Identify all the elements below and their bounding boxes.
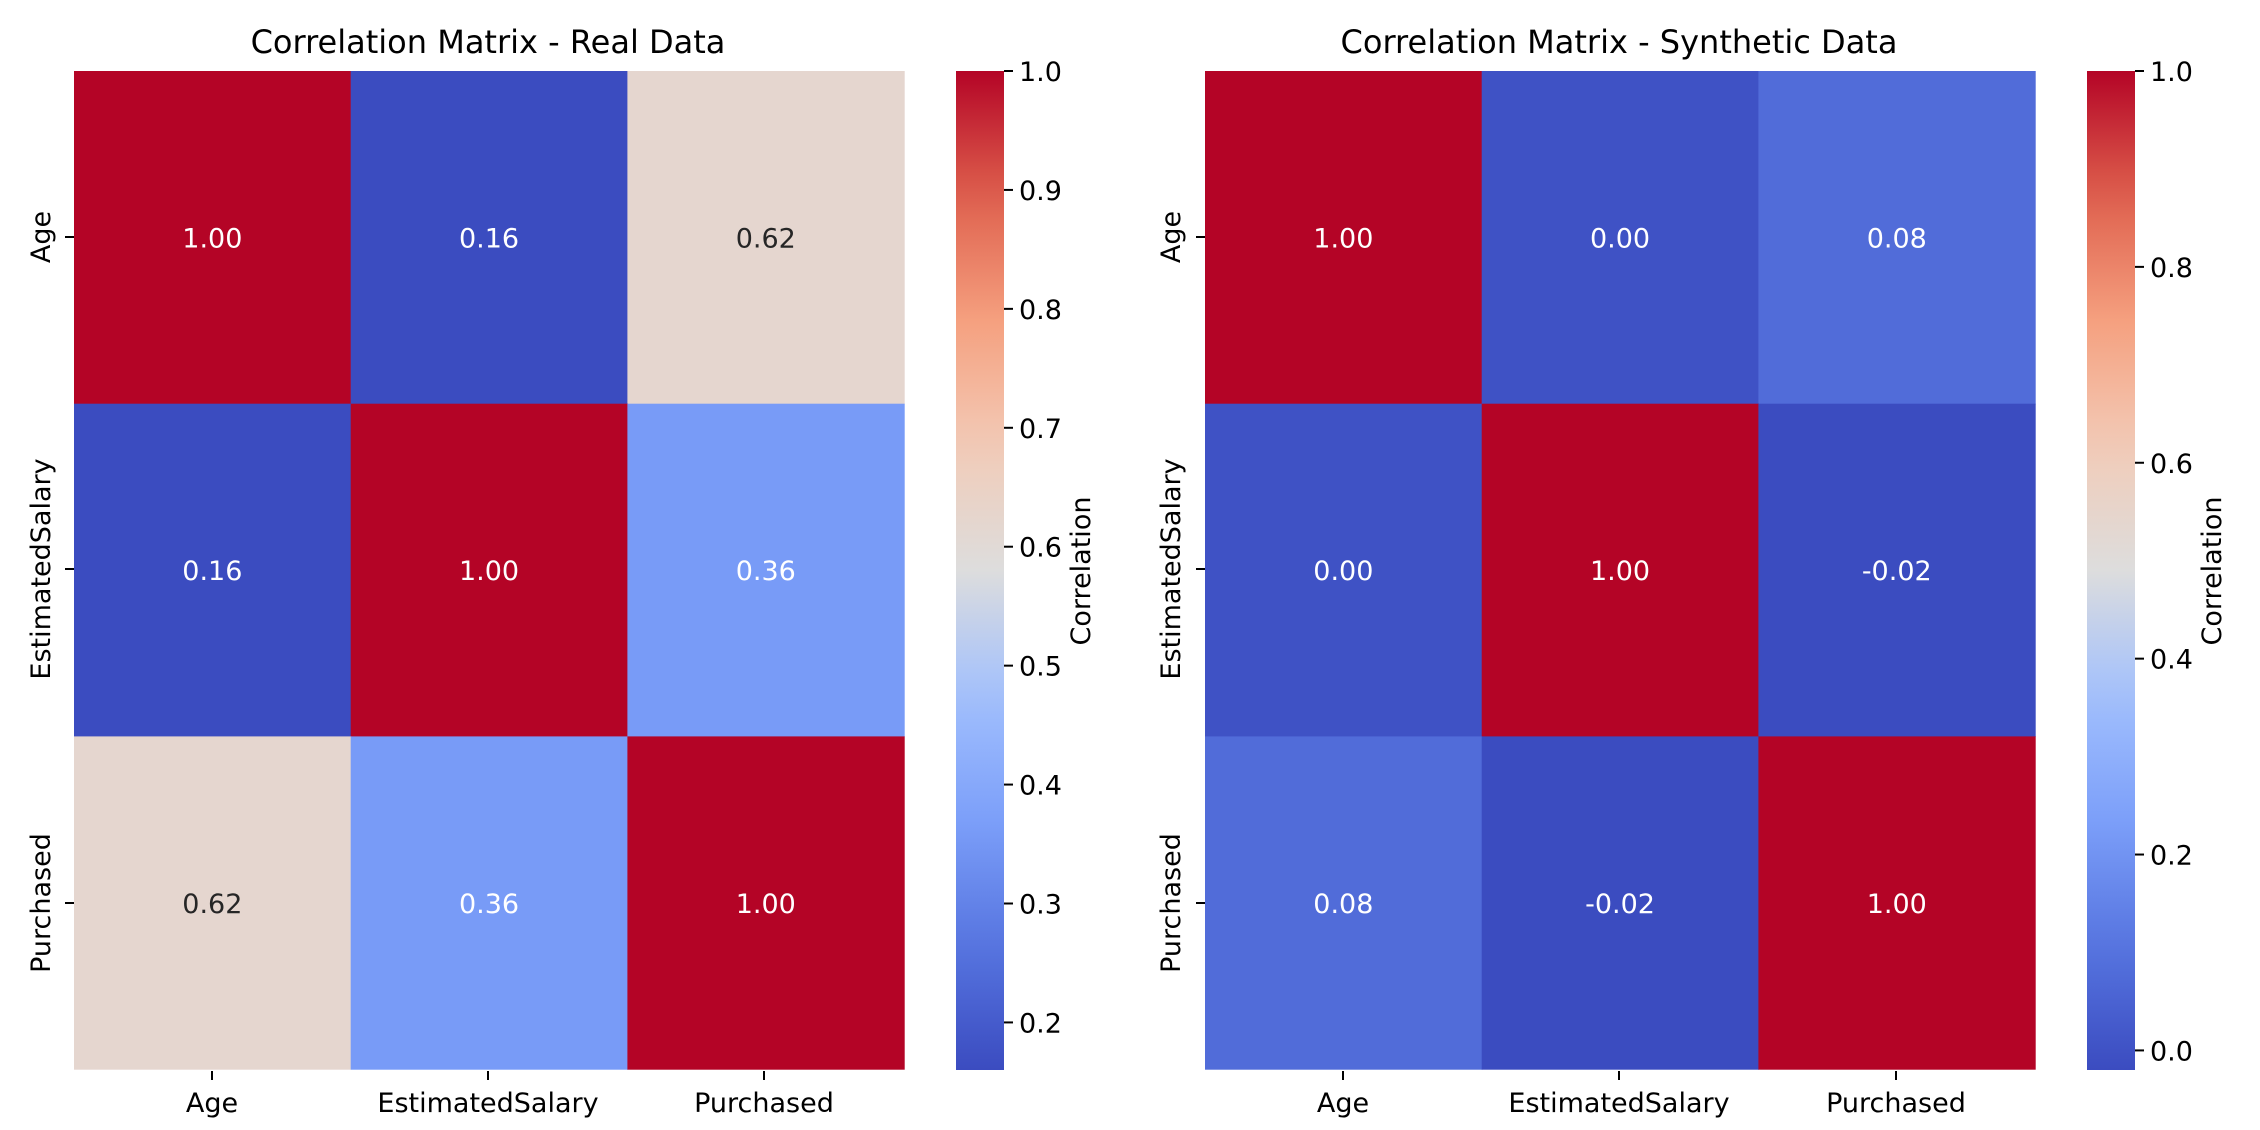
heatmap-cell — [1758, 71, 2036, 405]
y-tick-label: Age — [1156, 211, 1187, 263]
colorbar-tick-label: 0.4 — [1019, 771, 1062, 802]
cell-value-label: 0.36 — [736, 556, 796, 587]
heatmap-cell — [74, 736, 352, 1070]
y-tick-label: Purchased — [26, 833, 57, 973]
heatmap-cell — [1205, 71, 1483, 405]
cell-value-label: 1.00 — [1313, 223, 1373, 254]
heatmap-cell — [627, 736, 905, 1070]
colorbar-tick-label: 0.8 — [1019, 295, 1062, 326]
cell-value-label: 0.08 — [1867, 223, 1927, 254]
x-tick-label: Age — [186, 1088, 238, 1119]
colorbar: 0.2 0.3 0.4 0.5 0.6 0.7 0.8 0.9 1.0 Correlation — [956, 57, 1097, 1070]
y-tick-label: EstimatedSalary — [1156, 458, 1187, 679]
heatmap-cell — [627, 403, 905, 737]
y-tick-label: EstimatedSalary — [26, 458, 57, 679]
colorbar-ticks: 0.2 0.3 0.4 0.5 0.6 0.7 0.8 0.9 1.0 — [1004, 57, 1062, 1039]
cell-value-label: 0.62 — [182, 889, 242, 920]
heatmap-cell — [74, 403, 352, 737]
colorbar-tick-label: 0.7 — [1019, 414, 1062, 445]
heatmap-cells — [1205, 71, 2036, 1070]
y-tick-labels: Age EstimatedSalary Purchased — [1156, 211, 1187, 973]
heatmap-cell — [627, 71, 905, 405]
colorbar-label: Correlation — [1066, 497, 1097, 646]
colorbar-tick-label: 0.3 — [1019, 890, 1062, 921]
cell-value-label: 1.00 — [736, 889, 796, 920]
y-tick-labels: Age EstimatedSalary Purchased — [26, 211, 57, 973]
heatmap-cells — [74, 71, 905, 1070]
heatmap-cell — [74, 71, 352, 405]
cell-value-label: 1.00 — [459, 556, 519, 587]
chart-title: Correlation Matrix - Synthetic Data — [1341, 23, 1898, 61]
x-tick-labels: Age EstimatedSalary Purchased — [1317, 1088, 1966, 1119]
heatmap-value-labels: 1.00 0.16 0.62 0.16 1.00 0.36 0.62 0.36 1.00 — [182, 223, 796, 919]
cell-value-label: 0.16 — [459, 223, 519, 254]
cell-value-label: 1.00 — [1867, 889, 1927, 920]
colorbar-tick-label: 0.2 — [1019, 1008, 1062, 1039]
heatmap-cell — [350, 403, 628, 737]
cell-value-label: 0.00 — [1313, 556, 1373, 587]
colorbar-tick-label: 0.5 — [1019, 652, 1062, 683]
cell-value-label: 0.00 — [1590, 223, 1650, 254]
x-tick-label: Purchased — [1826, 1088, 1966, 1119]
colorbar-tick-label: 0.8 — [2150, 253, 2193, 284]
heatmap-value-labels: 1.00 0.00 0.08 0.00 1.00 -0.02 0.08 -0.02 1.00 — [1313, 223, 1931, 919]
cell-value-label: 0.08 — [1313, 889, 1373, 920]
colorbar-tick-label: 0.9 — [1019, 176, 1062, 207]
cell-value-label: 1.00 — [1590, 556, 1650, 587]
chart-title: Correlation Matrix - Real Data — [251, 23, 726, 61]
cell-value-label: 0.36 — [459, 889, 519, 920]
x-tick-label: Age — [1317, 1088, 1369, 1119]
colorbar-label: Correlation — [2197, 497, 2228, 646]
x-axis — [1342, 1071, 1897, 1080]
heatmap-cell — [350, 736, 628, 1070]
colorbar: 0.0 0.2 0.4 0.6 0.8 1.0 Correlation — [2087, 57, 2228, 1070]
heatmap-cell — [350, 71, 628, 405]
cell-value-label: 1.00 — [182, 223, 242, 254]
cell-value-label: -0.02 — [1585, 889, 1655, 920]
x-axis — [211, 1071, 765, 1080]
heatmap-cell — [1758, 736, 2036, 1070]
cell-value-label: 0.16 — [182, 556, 242, 587]
colorbar-tick-label: 1.0 — [1019, 57, 1062, 88]
colorbar-tick-label: 0.0 — [2150, 1036, 2193, 1067]
colorbar-tick-label: 0.2 — [2150, 841, 2193, 872]
heatmap-cell — [1481, 403, 1759, 737]
heatmap-panel-synthetic: Correlation Matrix - Synthetic Data 1.00… — [1156, 23, 2228, 1119]
colorbar-ticks: 0.0 0.2 0.4 0.6 0.8 1.0 — [2135, 57, 2193, 1067]
x-tick-label: EstimatedSalary — [1508, 1088, 1729, 1119]
heatmap-cell — [1758, 403, 2036, 737]
y-tick-label: Age — [26, 211, 57, 263]
cell-value-label: -0.02 — [1862, 556, 1932, 587]
x-tick-label: Purchased — [694, 1088, 834, 1119]
heatmap-cell — [1205, 736, 1483, 1070]
cell-value-label: 0.62 — [736, 223, 796, 254]
heatmap-cell — [1205, 403, 1483, 737]
colorbar-gradient — [2087, 71, 2135, 1070]
y-axis — [65, 236, 74, 904]
heatmap-panel-real: Correlation Matrix - Real Data 1.00 0.16 0… — [26, 23, 1097, 1119]
colorbar-tick-label: 0.6 — [2150, 449, 2193, 480]
colorbar-gradient — [956, 71, 1004, 1070]
heatmap-cell — [1481, 71, 1759, 405]
colorbar-tick-label: 0.4 — [2150, 645, 2193, 676]
x-tick-labels: Age EstimatedSalary Purchased — [186, 1088, 834, 1119]
y-tick-label: Purchased — [1156, 833, 1187, 973]
x-tick-label: EstimatedSalary — [377, 1088, 598, 1119]
colorbar-tick-label: 1.0 — [2150, 57, 2193, 88]
heatmap-cell — [1481, 736, 1759, 1070]
colorbar-tick-label: 0.6 — [1019, 533, 1062, 564]
y-axis — [1196, 236, 1205, 904]
